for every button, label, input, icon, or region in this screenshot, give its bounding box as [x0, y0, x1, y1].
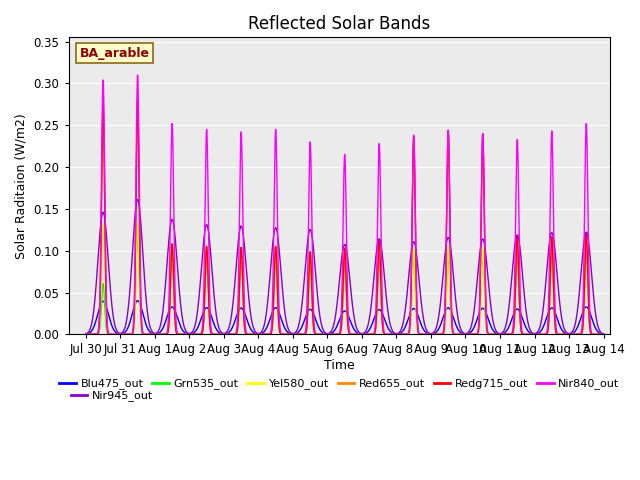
X-axis label: Time: Time: [324, 359, 355, 372]
Legend: Nir945_out: Nir945_out: [67, 386, 157, 406]
Text: BA_arable: BA_arable: [79, 47, 149, 60]
Y-axis label: Solar Raditaion (W/m2): Solar Raditaion (W/m2): [15, 113, 28, 259]
Title: Reflected Solar Bands: Reflected Solar Bands: [248, 15, 431, 33]
